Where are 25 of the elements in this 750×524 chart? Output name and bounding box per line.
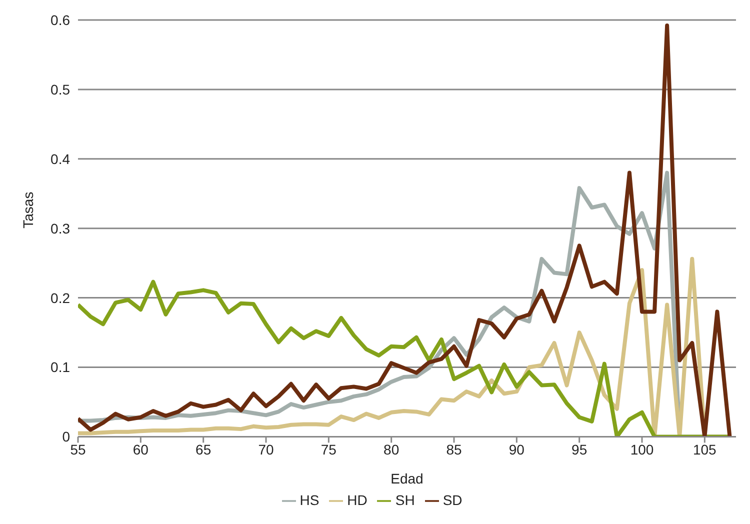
x-tick-label: 95 [572, 442, 588, 458]
line-series [78, 24, 732, 437]
legend-label: HS [300, 492, 320, 508]
legend-label: SD [442, 492, 462, 508]
x-tick-label: 85 [446, 442, 462, 458]
y-tick-label: 0.2 [50, 290, 70, 306]
y-tick-label: 0 [62, 428, 70, 445]
legend-label: HD [347, 492, 368, 508]
y-tick-label: 0.4 [50, 150, 70, 167]
y-tick-label: 0.6 [50, 12, 70, 28]
x-tick-label: 75 [320, 442, 337, 458]
y-tick-label: 0.5 [50, 81, 70, 98]
y-tick-label: 0.1 [50, 359, 70, 376]
x-tick-label: 55 [70, 442, 86, 458]
x-tick-label: 105 [692, 442, 717, 458]
x-tick-label: 65 [196, 442, 212, 458]
x-tick-label: 90 [508, 442, 525, 458]
legend-label: SH [395, 492, 415, 508]
y-axis-title: Tasas [20, 192, 36, 228]
x-tick-label: 60 [132, 442, 149, 458]
y-tick-label: 0.3 [50, 220, 70, 236]
x-axis-title: Edad [390, 470, 424, 487]
x-tick-label: 80 [384, 442, 400, 458]
x-tick-label: 100 [630, 442, 654, 458]
x-tick-label: 70 [258, 442, 274, 458]
